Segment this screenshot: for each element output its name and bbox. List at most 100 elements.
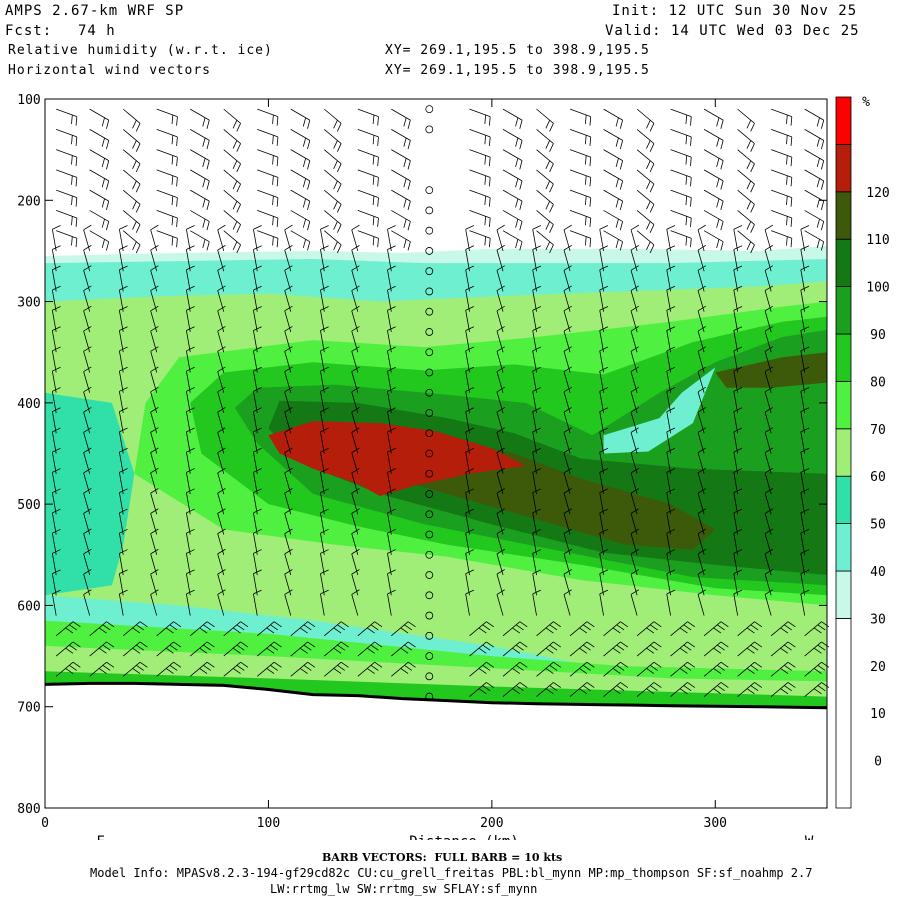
wind-barb-flag	[387, 346, 396, 352]
colorbar-tick-label: 100	[866, 281, 889, 296]
wind-barb-shaft	[465, 391, 470, 414]
wind-barb-flag	[496, 386, 505, 393]
wind-barb-flag	[171, 114, 174, 124]
wind-barb-flag	[482, 644, 491, 651]
wind-barb-flag	[679, 627, 688, 634]
wind-barb-flag	[336, 143, 342, 152]
wind-barb-shaft	[636, 149, 655, 165]
wind-barb-flag	[589, 238, 592, 248]
wind-barb-shaft	[387, 593, 392, 616]
wind-barb-shaft	[771, 169, 792, 178]
wind-barb-shaft	[502, 641, 521, 657]
wind-barb-flag	[101, 239, 105, 249]
wind-barb-flag	[253, 468, 262, 473]
wind-barb-shaft	[357, 210, 379, 219]
wind-barb-flag	[532, 407, 542, 412]
wind-barb-flag	[549, 204, 554, 213]
wind-barb-shaft	[670, 189, 692, 199]
wind-barb-flag	[720, 682, 729, 688]
wind-barb-flag	[52, 387, 61, 392]
wind-barb-shaft	[186, 350, 191, 373]
wind-barb-flag	[649, 183, 655, 193]
wind-barb-flag	[545, 647, 554, 654]
wind-barb-flag	[563, 508, 572, 514]
wind-barb-flag	[52, 306, 61, 311]
wind-barb-flag	[186, 326, 195, 331]
wind-barb-flag	[236, 183, 241, 193]
wind-barb-flag	[790, 116, 793, 126]
wind-barb-flag	[217, 467, 226, 474]
wind-barb-shaft	[465, 553, 470, 576]
wind-barb-shaft	[502, 169, 523, 182]
wind-barb-shaft	[320, 229, 325, 251]
wind-barb-shaft	[118, 431, 124, 454]
colorbar-box	[835, 618, 852, 809]
wind-barb-flag	[337, 644, 346, 651]
wind-barb-shaft	[320, 533, 325, 555]
wind-barb-flag	[52, 225, 61, 230]
wind-barb-flag	[630, 589, 639, 595]
wind-barb-flag	[340, 621, 349, 628]
wind-barb-shaft	[804, 108, 824, 121]
wind-barb-flag	[666, 549, 676, 554]
wind-barb-flag	[545, 119, 551, 129]
wind-barb-shaft	[290, 230, 311, 243]
wind-barb-shaft	[56, 210, 77, 219]
wind-barb-shaft	[257, 189, 279, 199]
wind-barb-flag	[599, 549, 609, 554]
wind-barb-flag	[273, 621, 282, 628]
wind-barb-flag	[202, 137, 206, 147]
wind-barb-flag	[132, 160, 137, 169]
wind-barb-flag	[302, 117, 307, 127]
wind-barb-flag	[630, 548, 639, 555]
wind-barb-flag	[599, 366, 609, 372]
wind-barb-flag	[519, 160, 523, 170]
wind-barb-flag	[69, 644, 77, 651]
wind-barb-flag	[71, 114, 73, 124]
wind-barb-flag	[764, 407, 773, 413]
wind-barb-shaft	[800, 472, 806, 495]
wind-barb-flag	[119, 488, 128, 493]
wind-barb-shaft	[666, 330, 671, 353]
wind-barb-shaft	[804, 129, 824, 141]
wind-barb-shaft	[156, 661, 174, 677]
wind-barb-shaft	[324, 661, 342, 677]
wind-barb-flag	[102, 664, 111, 671]
wind-barb-shaft	[465, 370, 470, 393]
wind-barb-shaft	[118, 452, 124, 474]
wind-barb-flag	[52, 528, 61, 534]
wind-barb-flag	[253, 427, 262, 433]
wind-barb-shaft	[697, 594, 705, 616]
wind-barb-flag	[532, 346, 542, 352]
wind-barb-shaft	[532, 411, 537, 434]
wind-barb-shaft	[804, 661, 822, 677]
wind-barb-flag	[786, 216, 788, 226]
wind-barb-flag	[697, 326, 706, 332]
wind-barb-shaft	[532, 452, 537, 474]
wind-barb-shaft	[186, 492, 191, 515]
wind-barb-shaft	[253, 330, 258, 353]
wind-barb-flag	[649, 244, 655, 254]
wind-barb-shaft	[737, 621, 755, 637]
wind-barb-flag	[790, 136, 793, 146]
wind-barb-flag	[764, 265, 773, 271]
wind-barb-shaft	[703, 682, 722, 697]
wind-barb-shaft	[532, 533, 537, 555]
wind-barb-flag	[716, 117, 720, 127]
wind-barb-flag	[586, 682, 595, 688]
wind-barb-shaft	[670, 169, 692, 178]
wind-barb-shaft	[122, 189, 141, 205]
wind-barb-flag	[136, 624, 144, 631]
wind-barb-flag	[630, 245, 639, 251]
wind-barb-flag	[579, 627, 588, 634]
wind-barb-shaft	[703, 169, 724, 182]
wind-barb-flag	[820, 201, 825, 210]
wind-barb-flag	[119, 306, 128, 311]
wind-barb-flag	[746, 160, 752, 169]
wind-barb-shaft	[122, 129, 141, 144]
wind-barb-shaft	[599, 391, 604, 414]
wind-barb-flag	[404, 644, 413, 651]
wind-barb-flag	[750, 204, 755, 213]
wind-barb-flag	[83, 265, 92, 271]
wind-barb-flag	[746, 221, 752, 230]
